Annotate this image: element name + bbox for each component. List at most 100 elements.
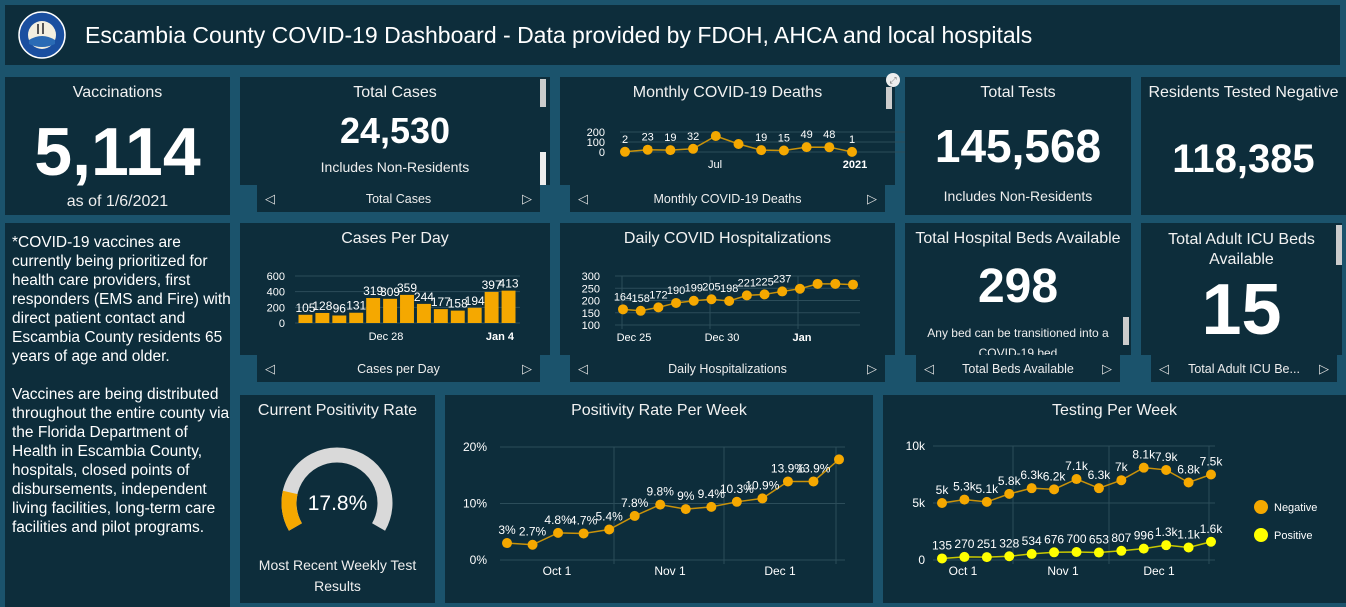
data-label: 807 bbox=[1111, 531, 1131, 545]
panel-title: Testing Per Week bbox=[1051, 402, 1178, 419]
nav-label: Total Beds Available bbox=[962, 361, 1074, 376]
next-arrow-icon[interactable]: ▷ bbox=[1102, 360, 1112, 376]
prev-arrow-icon[interactable]: ◁ bbox=[1159, 360, 1169, 376]
x-tick-label: Jan bbox=[793, 332, 812, 344]
data-label: 13.9% bbox=[771, 461, 805, 475]
x-tick-label: Nov 1 bbox=[654, 564, 686, 578]
data-label: 413 bbox=[499, 277, 519, 291]
data-point bbox=[1026, 548, 1037, 559]
total-tests-panel: Total Tests 145,568 Includes Non-Residen… bbox=[905, 77, 1131, 215]
hospital-beds-panel: Total Hospital Beds Available 298 Any be… bbox=[905, 223, 1131, 355]
data-label: 15 bbox=[778, 133, 790, 145]
next-arrow-icon[interactable]: ▷ bbox=[866, 190, 877, 206]
data-label: 19 bbox=[755, 132, 767, 144]
vaccinations-panel: Vaccinations 5,114 as of 1/6/2021 bbox=[5, 77, 230, 215]
data-label: 48 bbox=[823, 129, 835, 141]
x-tick-label: 2021 bbox=[843, 159, 867, 171]
legend-label: Positive bbox=[1274, 530, 1313, 542]
data-label: 221 bbox=[738, 277, 756, 289]
scrollbar[interactable] bbox=[886, 87, 892, 109]
data-point bbox=[731, 496, 742, 507]
next-arrow-icon[interactable]: ▷ bbox=[1318, 360, 1329, 376]
data-point bbox=[756, 145, 767, 156]
data-point bbox=[1138, 462, 1149, 473]
prev-arrow-icon[interactable]: ◁ bbox=[578, 190, 588, 206]
data-label: 190 bbox=[667, 285, 685, 297]
data-label: 534 bbox=[1022, 534, 1042, 548]
vaccine-info-panel: *COVID-19 vaccines are currently being p… bbox=[5, 223, 231, 607]
gauge-track bbox=[281, 447, 393, 531]
scrollbar[interactable] bbox=[540, 79, 546, 107]
y-tick-label: 5k bbox=[912, 496, 926, 510]
expand-icon[interactable]: ⤢ bbox=[886, 73, 900, 87]
data-point bbox=[808, 476, 819, 487]
legend-marker bbox=[1254, 500, 1268, 514]
cases-per-day-panel: Cases Per Day 600 400 200 0 Dec 28 Jan 4 105 12… bbox=[240, 223, 550, 355]
scrollbar[interactable] bbox=[1123, 317, 1129, 345]
data-point bbox=[733, 139, 744, 149]
data-point bbox=[794, 283, 805, 294]
y-tick-label: 200 bbox=[267, 302, 285, 314]
data-label: 700 bbox=[1066, 532, 1086, 546]
total-cases-value: 24,530 bbox=[339, 110, 451, 151]
nav-label: Monthly COVID-19 Deaths bbox=[653, 191, 802, 206]
x-tick-label: Dec 30 bbox=[705, 332, 740, 344]
prev-arrow-icon[interactable]: ◁ bbox=[578, 360, 588, 376]
data-point bbox=[782, 476, 793, 487]
residents-negative-value: 118,385 bbox=[1172, 137, 1315, 181]
data-point bbox=[671, 297, 682, 308]
data-point bbox=[1004, 488, 1015, 499]
x-tick-label: Dec 1 bbox=[1143, 564, 1175, 578]
data-point bbox=[1183, 477, 1194, 488]
data-label: 397 bbox=[482, 278, 502, 292]
positivity-week-panel: Positivity Rate Per Week 20% 10% 0% Oct 1 No… bbox=[445, 395, 873, 603]
data-label: 158 bbox=[632, 293, 650, 305]
data-label: 131 bbox=[346, 299, 366, 313]
total-cases-sub: Includes Non-Residents bbox=[320, 159, 470, 175]
data-label: 199 bbox=[685, 283, 703, 295]
x-tick-label: Nov 1 bbox=[1047, 564, 1079, 578]
data-label: 128 bbox=[312, 299, 332, 313]
data-point bbox=[578, 528, 589, 539]
data-label: 359 bbox=[397, 281, 417, 295]
data-point bbox=[1071, 547, 1082, 558]
scrollbar-track[interactable] bbox=[540, 152, 546, 185]
data-label: 23 bbox=[642, 132, 654, 144]
x-tick-label: Jul bbox=[708, 159, 722, 171]
data-point bbox=[778, 145, 789, 156]
data-label: 7.9k bbox=[1155, 450, 1179, 464]
monthly-deaths-panel: Monthly COVID-19 Deaths 200 100 0 Jul 2021 2 2… bbox=[560, 73, 905, 185]
total-tests-sub: Includes Non-Residents bbox=[943, 188, 1093, 204]
data-label: 328 bbox=[999, 536, 1019, 550]
positivity-sub: Most Recent Weekly Test Results bbox=[258, 557, 417, 594]
dashboard-title: Escambia County COVID-19 Dashboard - Dat… bbox=[85, 21, 1033, 48]
y-tick-label: 600 bbox=[267, 271, 285, 283]
x-tick-label: Dec 28 bbox=[369, 331, 404, 343]
bar bbox=[467, 307, 482, 323]
data-label: 653 bbox=[1089, 533, 1109, 547]
data-point bbox=[1026, 483, 1037, 494]
data-label: 237 bbox=[773, 273, 791, 285]
scrollbar[interactable] bbox=[1336, 225, 1342, 265]
panel-title: Daily COVID Hospitalizations bbox=[623, 230, 832, 247]
data-label: 1.6k bbox=[1200, 522, 1224, 536]
bar bbox=[433, 309, 448, 323]
prev-arrow-icon[interactable]: ◁ bbox=[265, 360, 275, 376]
panel-title: Residents Tested Negative bbox=[1148, 84, 1339, 101]
next-arrow-icon[interactable]: ▷ bbox=[867, 360, 877, 376]
vaccine-info-paragraph: Vaccines are being distributed throughou… bbox=[12, 386, 230, 536]
prev-arrow-icon[interactable]: ◁ bbox=[265, 190, 275, 206]
data-point bbox=[710, 131, 721, 141]
data-label: 135 bbox=[932, 538, 952, 552]
data-point bbox=[1093, 547, 1104, 558]
data-label: 5k bbox=[936, 483, 950, 497]
data-label: 8.1k bbox=[1132, 448, 1156, 462]
data-label: 7k bbox=[1115, 460, 1129, 474]
panel-title: Cases Per Day bbox=[341, 230, 449, 247]
next-arrow-icon[interactable]: ▷ bbox=[522, 360, 532, 376]
bar bbox=[315, 312, 330, 323]
data-label: 7.1k bbox=[1065, 459, 1089, 473]
data-point bbox=[937, 553, 947, 564]
next-arrow-icon[interactable]: ▷ bbox=[522, 190, 532, 206]
prev-arrow-icon[interactable]: ◁ bbox=[924, 360, 934, 376]
